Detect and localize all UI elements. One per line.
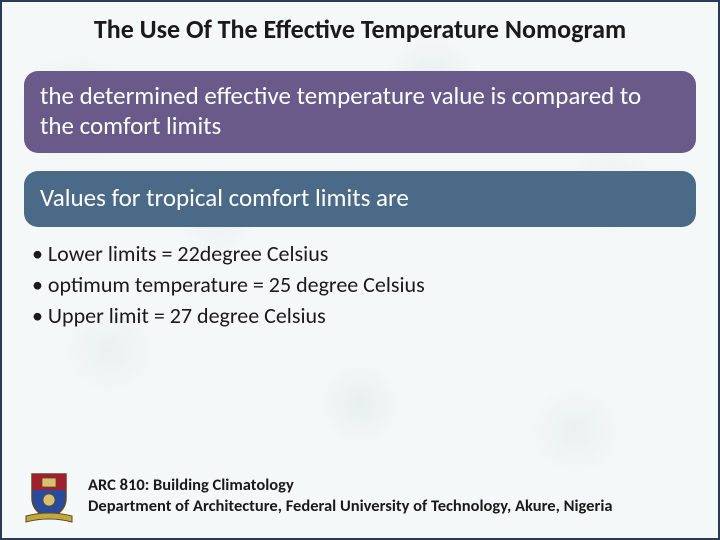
- slide-title: The Use Of The Effective Temperature Nom…: [2, 2, 718, 53]
- footer-line-2: Department of Architecture, Federal Univ…: [88, 496, 613, 517]
- content-box-2: Values for tropical comfort limits are: [24, 171, 696, 227]
- slide-footer: ARC 810: Building Climatology Department…: [2, 468, 718, 524]
- content-box-1: the determined effective temperature val…: [24, 71, 696, 153]
- content-box-1-text: the determined effective temperature val…: [40, 80, 641, 141]
- content-box-2-text: Values for tropical comfort limits are: [40, 182, 409, 213]
- bullet-item: • optimum temperature = 25 degree Celsiu…: [32, 270, 690, 301]
- bullet-item: • Lower limits = 22degree Celsius: [32, 239, 690, 270]
- footer-line-1: ARC 810: Building Climatology: [88, 475, 613, 496]
- bullet-list: • Lower limits = 22degree Celsius • opti…: [32, 239, 690, 331]
- bullet-item: • Upper limit = 27 degree Celsius: [32, 301, 690, 332]
- university-crest-icon: [22, 468, 76, 524]
- footer-text: ARC 810: Building Climatology Department…: [88, 475, 613, 518]
- slide-container: The Use Of The Effective Temperature Nom…: [0, 0, 720, 540]
